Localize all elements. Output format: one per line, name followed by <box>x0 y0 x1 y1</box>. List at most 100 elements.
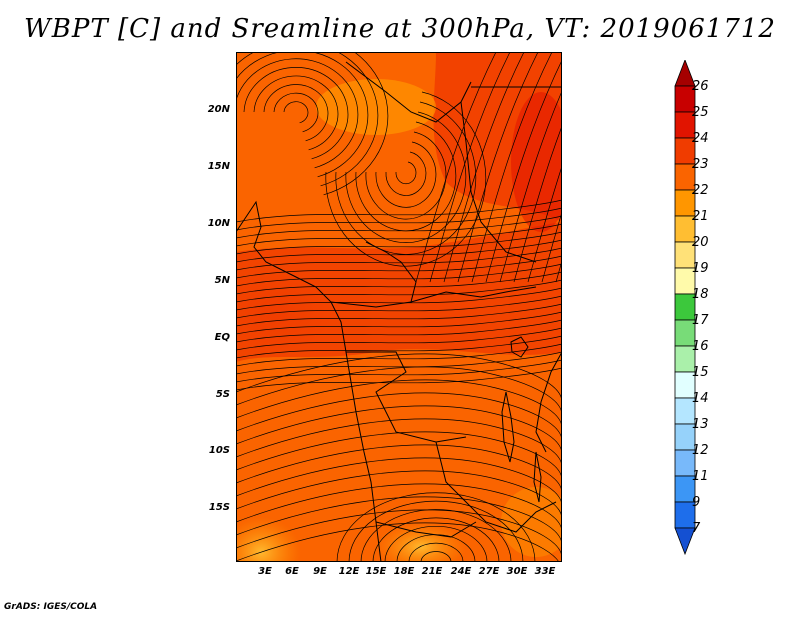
colorbar-label: 14 <box>692 391 709 406</box>
streamline <box>345 111 467 243</box>
streamline <box>243 67 349 160</box>
streamline <box>527 165 562 283</box>
streamline <box>236 279 562 303</box>
colorbar-label: 21 <box>692 209 709 224</box>
map-frame <box>236 52 562 562</box>
colorbar-label: 23 <box>692 157 709 172</box>
streamline <box>408 542 464 562</box>
streamline <box>485 59 562 283</box>
colorbar-label: 13 <box>692 417 709 432</box>
border-segment <box>330 241 417 308</box>
lon-label: 21E <box>421 566 443 577</box>
border-segment <box>410 286 537 303</box>
border-segment <box>435 441 557 533</box>
streamline <box>236 405 562 455</box>
streamline <box>499 90 562 283</box>
streamline <box>236 367 562 391</box>
colorbar-label: 25 <box>692 105 709 120</box>
streamline <box>273 92 319 133</box>
streamline <box>236 359 562 383</box>
streamline <box>236 311 562 335</box>
colorbar-label: 19 <box>692 261 709 276</box>
streamline <box>236 207 562 231</box>
streamline <box>236 52 369 178</box>
lat-label: 5N <box>214 275 230 286</box>
map-title: WBPT [C] and Sreamline at 300hPa, VT: 20… <box>24 14 776 44</box>
streamline <box>236 431 562 481</box>
streamline <box>415 52 497 283</box>
lat-label: EQ <box>214 332 230 343</box>
streamline <box>236 199 562 223</box>
lat-label: 5S <box>215 389 230 400</box>
streamline <box>236 319 562 343</box>
border-segment <box>345 61 472 123</box>
streamline <box>236 215 562 239</box>
colorbar <box>674 60 696 556</box>
coastlines-borders <box>236 61 562 562</box>
lon-label: 33E <box>534 566 556 577</box>
lon-label: 12E <box>338 566 360 577</box>
streamline <box>236 271 562 295</box>
colorbar-label: 15 <box>692 365 709 380</box>
streamline <box>236 255 562 279</box>
hot-spot-northeast <box>511 92 562 232</box>
lat-label: 15S <box>208 502 230 513</box>
streamline <box>365 131 447 220</box>
streamline <box>513 125 562 283</box>
colorbar-segments <box>674 60 696 556</box>
streamline <box>236 444 562 494</box>
streamline <box>236 496 562 546</box>
lon-label: 30E <box>506 566 528 577</box>
streamline <box>443 52 525 283</box>
streamline <box>236 392 562 442</box>
streamline <box>236 58 359 169</box>
streamline <box>236 457 562 507</box>
colorbar-label: 12 <box>692 443 709 458</box>
colorbar-label: 24 <box>692 131 709 146</box>
colorbar-label: 9 <box>692 495 701 510</box>
colorbar-label: 20 <box>692 235 709 250</box>
cool-patch-southeast <box>501 487 562 557</box>
lat-label: 10N <box>207 218 230 229</box>
lat-label: 10S <box>208 445 230 456</box>
coastline-east <box>535 351 562 453</box>
lat-label: 15N <box>207 161 230 172</box>
border-segment <box>375 521 477 538</box>
streamline <box>336 492 536 562</box>
streamline <box>335 101 477 255</box>
colorbar-label: 16 <box>692 339 709 354</box>
streamline <box>236 239 562 263</box>
streamline <box>236 483 562 533</box>
streamline <box>236 263 562 287</box>
streamline <box>348 500 524 562</box>
cool-patch-southwest <box>236 517 301 562</box>
colorbar-label: 22 <box>692 183 709 198</box>
lon-label: 6E <box>285 566 299 577</box>
lake-victoria <box>510 336 529 358</box>
streamline <box>253 75 339 151</box>
streamline <box>236 223 562 247</box>
streamline <box>385 151 427 196</box>
streamline <box>283 101 309 124</box>
footer-credit: GrADS: IGES/COLA <box>4 602 98 612</box>
streamline <box>236 379 562 429</box>
colorbar-label: 18 <box>692 287 709 302</box>
streamline <box>263 84 329 142</box>
streamline <box>360 509 512 562</box>
streamline <box>236 343 562 367</box>
streamline <box>236 470 562 520</box>
streamline <box>236 366 562 416</box>
streamline <box>236 52 389 196</box>
streamline <box>236 522 560 562</box>
colorbar-label: 11 <box>692 469 709 484</box>
streamline <box>236 335 562 359</box>
cool-patch-south <box>376 522 466 562</box>
streamline <box>471 52 553 283</box>
streamline <box>236 327 562 351</box>
lon-label: 3E <box>258 566 272 577</box>
lake-malawi <box>533 451 542 503</box>
streamline <box>236 303 562 327</box>
streamline <box>236 231 562 255</box>
streamline-map <box>236 52 562 562</box>
lat-label: 20N <box>207 104 230 115</box>
